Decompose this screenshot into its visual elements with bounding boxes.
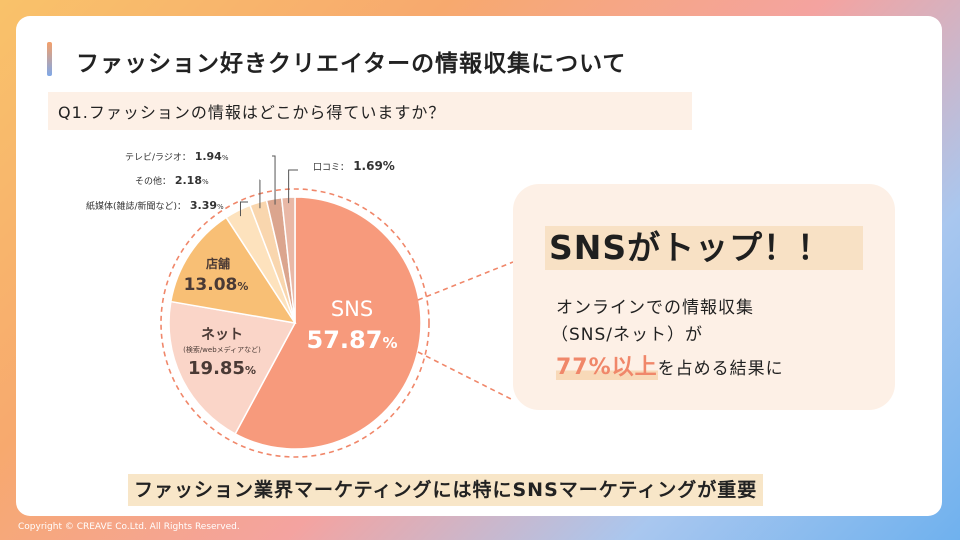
question-text: Q1.ファッションの情報はどこから得ていますか？ <box>58 103 446 122</box>
callout-line-3-rest: を占める結果に <box>657 359 784 379</box>
pie-label-tv-name: テレビ/ラジオ： 1.94% <box>125 150 229 163</box>
pie-label-sns-name: SNS <box>331 297 373 321</box>
pie-slice-sns <box>234 196 422 450</box>
pie-label-wom-name: 口コミ： 1.69% <box>313 159 395 173</box>
pie-slice-net <box>168 300 297 435</box>
pie-label-print-name: 紙媒体(雑誌/新聞など)： 3.39% <box>86 199 224 212</box>
pie-label-net-sub: (検索/webメディアなど) <box>183 345 261 354</box>
pie-label-net-name: ネット <box>201 327 243 343</box>
callout-line-3: 77%以上を占める結果に <box>556 349 784 381</box>
leader-line-tv <box>272 155 276 205</box>
pie-label-store-name: 店舗 <box>206 256 230 271</box>
callout-highlight: 77%以上 <box>556 355 658 380</box>
pie-dashed-ring <box>160 188 430 458</box>
callout-connector-bottom <box>417 351 514 401</box>
footer-message: ファッション業界マーケティングには特にSNSマーケティングが重要 <box>128 474 764 506</box>
callout-headline: SNSがトップ！！ <box>545 226 863 270</box>
question-box: Q1.ファッションの情報はどこから得ていますか？ <box>48 92 692 130</box>
callout-line-2: （SNS/ネット）が <box>551 325 704 345</box>
pie-label-sns-value: 57.87% <box>307 326 398 354</box>
pie-slice-store <box>169 216 297 325</box>
title-accent-bar <box>47 42 52 76</box>
callout-line-1: オンラインでの情報収集 <box>556 298 754 318</box>
copyright: Copyright © CREAVE Co.Ltd. All Rights Re… <box>18 522 240 532</box>
callout-connector-top <box>417 261 514 301</box>
leader-line-wom <box>288 169 298 204</box>
page-title: ファッション好きクリエイターの情報収集について <box>76 51 627 77</box>
leader-line-print <box>239 201 248 217</box>
pie-label-other-name: その他： 2.18% <box>135 174 209 187</box>
pie-label-store-value: 13.08% <box>184 275 249 295</box>
pie-label-net-value: 19.85% <box>188 358 256 379</box>
